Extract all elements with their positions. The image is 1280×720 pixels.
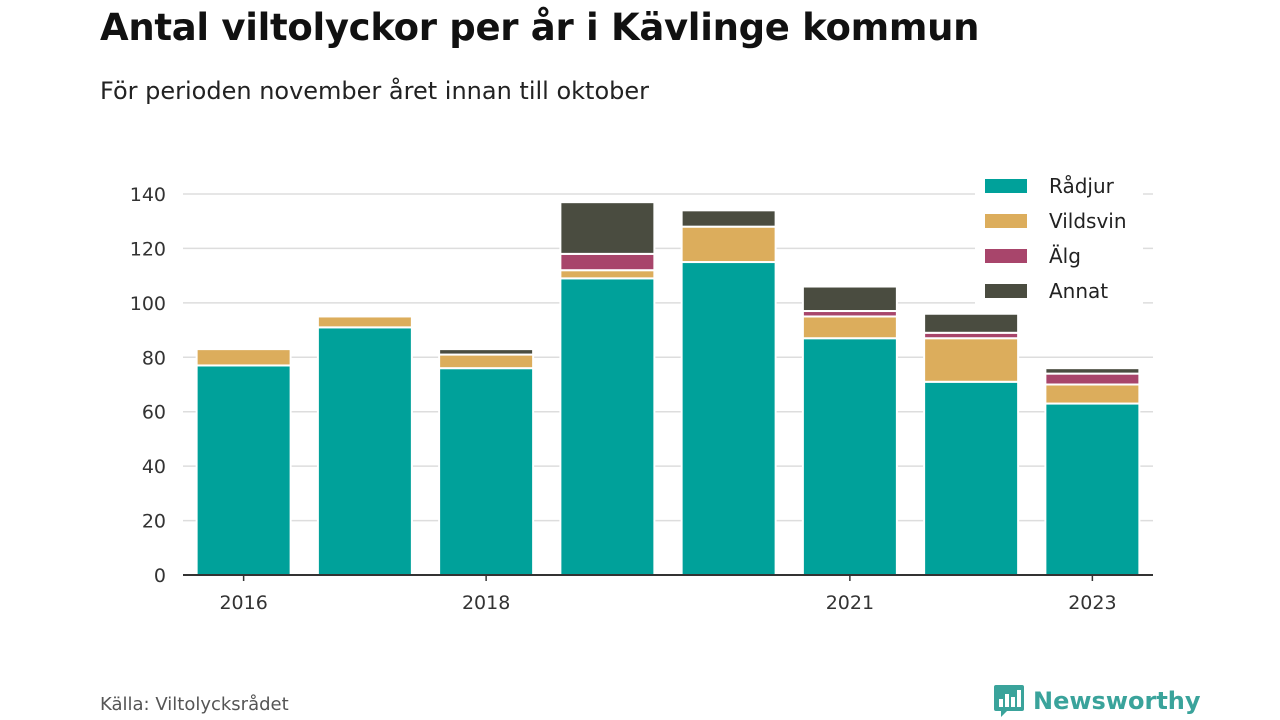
bar-2018-rådjur	[438, 367, 535, 576]
y-tick-label-80: 80	[142, 347, 166, 369]
legend-item-vildsvin: Vildsvin	[985, 203, 1127, 238]
bar-2019-rådjur	[559, 277, 656, 576]
bar-2017-vildsvin	[316, 315, 413, 329]
bar-2019-vildsvin	[559, 269, 656, 280]
bar-2021-annat	[801, 285, 898, 313]
bar-2023-rådjur	[1044, 402, 1141, 576]
x-tick-label-2018: 2018	[462, 592, 510, 614]
bar-2020-rådjur	[680, 261, 777, 576]
bar-2022-vildsvin	[923, 337, 1020, 383]
y-tick-label-140: 140	[130, 184, 166, 206]
bar-2023-älg	[1044, 372, 1141, 386]
legend-label-annat: Annat	[1049, 278, 1109, 303]
x-tick-label-2023: 2023	[1068, 592, 1116, 614]
y-tick-label-100: 100	[130, 293, 166, 315]
source-credit: Källa: Viltolycksrådet	[100, 694, 289, 715]
legend-label-alg: Älg	[1049, 243, 1081, 268]
legend-swatch-radjur	[985, 178, 1027, 193]
bar-2020-vildsvin	[680, 225, 777, 264]
legend-swatch-alg	[985, 248, 1027, 263]
bar-2022-annat	[923, 312, 1020, 334]
legend-swatch-vildsvin	[985, 213, 1027, 228]
x-tick-label-2021: 2021	[826, 592, 874, 614]
legend: Rådjur Vildsvin Älg Annat	[975, 166, 1143, 310]
brand[interactable]: Newsworthy	[993, 684, 1201, 718]
legend-label-vildsvin: Vildsvin	[1049, 208, 1127, 233]
bar-2018-annat	[438, 348, 535, 356]
y-tick-label-40: 40	[142, 456, 166, 478]
legend-swatch-annat	[985, 283, 1027, 298]
bar-2020-annat	[680, 209, 777, 228]
chart-subtitle: För perioden november året innan till ok…	[100, 77, 649, 105]
y-tick-label-0: 0	[154, 565, 166, 587]
bar-2017-rådjur	[316, 326, 413, 576]
bar-2016-rådjur	[195, 364, 292, 577]
legend-item-annat: Annat	[985, 273, 1127, 308]
legend-label-radjur: Rådjur	[1049, 173, 1114, 198]
bar-2021-vildsvin	[801, 315, 898, 340]
y-tick-label-120: 120	[130, 238, 166, 260]
bar-2021-rådjur	[801, 337, 898, 576]
brand-name: Newsworthy	[1033, 687, 1201, 715]
bar-2023-annat	[1044, 367, 1141, 375]
legend-item-radjur: Rådjur	[985, 168, 1127, 203]
bars	[195, 201, 1141, 577]
bar-2023-vildsvin	[1044, 383, 1141, 405]
bar-2019-älg	[559, 252, 656, 272]
bar-2018-vildsvin	[438, 353, 535, 370]
chart-title: Antal viltolyckor per år i Kävlinge komm…	[100, 6, 980, 49]
bar-2022-rådjur	[923, 380, 1020, 576]
bar-2019-annat	[559, 201, 656, 255]
bar-2016-vildsvin	[195, 348, 292, 367]
axes: 0 20 40 60 80 100 120 140 2016 2018 2021 2023	[130, 184, 1153, 614]
legend-item-alg: Älg	[985, 238, 1127, 273]
y-tick-label-60: 60	[142, 402, 166, 424]
newsworthy-logo-icon	[994, 685, 1024, 717]
y-tick-label-20: 20	[142, 511, 166, 533]
x-tick-label-2016: 2016	[219, 592, 267, 614]
